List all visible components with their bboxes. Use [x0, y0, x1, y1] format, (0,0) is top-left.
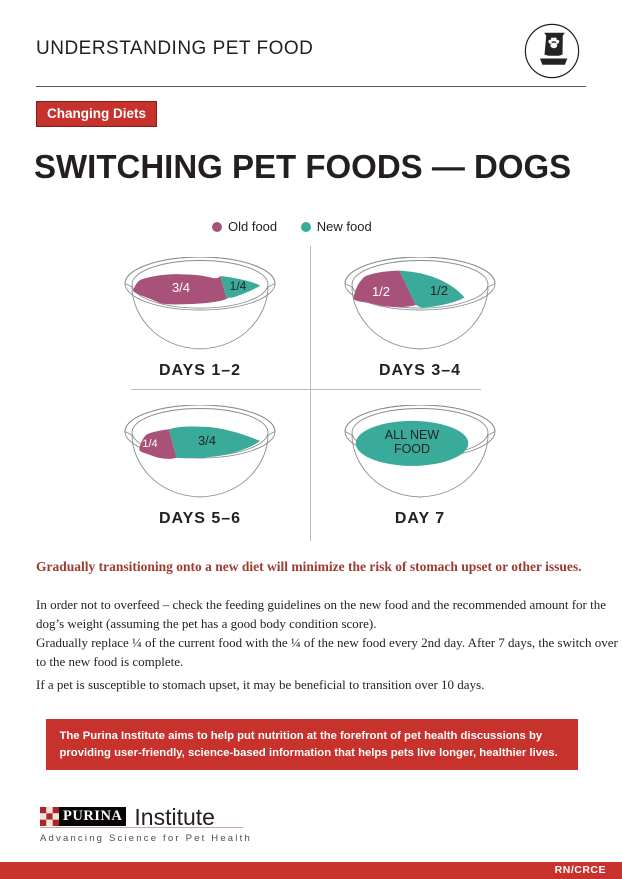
svg-text:1/4: 1/4	[142, 438, 157, 450]
svg-text:1/4: 1/4	[230, 279, 247, 293]
svg-text:FOOD: FOOD	[394, 442, 430, 456]
svg-text:1/2: 1/2	[372, 284, 390, 299]
svg-text:1/2: 1/2	[430, 283, 448, 298]
svg-text:3/4: 3/4	[198, 433, 216, 448]
svg-text:ALL NEW: ALL NEW	[385, 428, 440, 442]
svg-text:3/4: 3/4	[172, 280, 190, 295]
